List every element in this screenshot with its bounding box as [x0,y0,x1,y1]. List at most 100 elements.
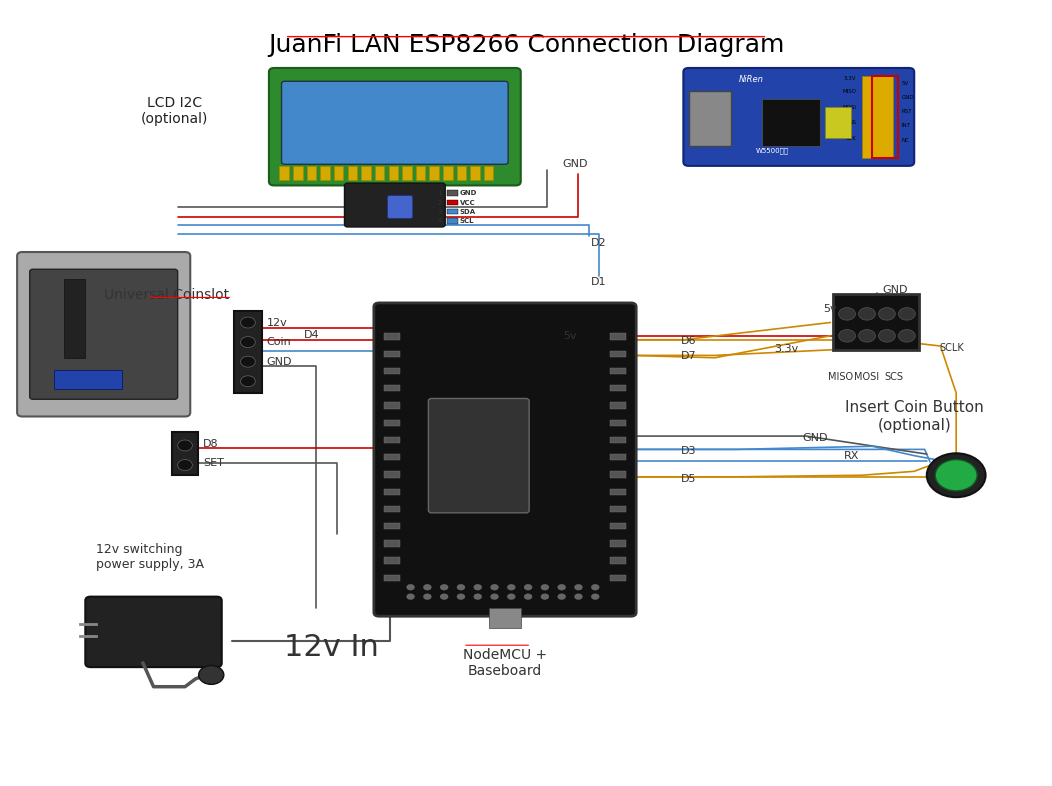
Circle shape [574,593,583,600]
Text: WiFi: WiFi [463,474,484,484]
Text: 3.3v: 3.3v [774,344,798,354]
Bar [610,368,626,374]
Bar [54,369,122,389]
Bar [689,91,730,146]
Bar [489,608,521,628]
Bar [610,472,626,478]
Circle shape [241,317,256,328]
Bar [384,368,400,374]
Bar [384,351,400,357]
Bar [307,166,317,180]
Circle shape [490,584,499,590]
Bar [610,402,626,409]
Circle shape [241,336,256,347]
Circle shape [558,593,566,600]
Circle shape [898,329,915,342]
Text: W5500模块: W5500模块 [756,148,789,154]
Bar [388,166,398,180]
Circle shape [178,460,193,471]
Bar [173,432,198,476]
Bar [610,489,626,495]
Circle shape [591,593,600,600]
Bar [384,333,400,340]
Text: 12v In: 12v In [284,633,380,662]
Circle shape [898,307,915,320]
Circle shape [524,584,532,590]
Circle shape [241,376,256,387]
Bar [443,166,452,180]
Text: 4: 4 [438,219,442,225]
Circle shape [440,593,448,600]
Bar [347,166,357,180]
Text: NiRen: NiRen [740,75,764,84]
Circle shape [490,593,499,600]
Text: 12v switching
power supply, 3A: 12v switching power supply, 3A [96,543,204,571]
Circle shape [473,593,482,600]
FancyBboxPatch shape [344,183,445,227]
FancyBboxPatch shape [17,252,190,417]
FancyBboxPatch shape [85,597,222,667]
Circle shape [507,593,515,600]
Bar [384,472,400,478]
Circle shape [457,593,465,600]
Text: GND: GND [563,159,588,168]
Circle shape [406,593,414,600]
Circle shape [878,329,895,342]
Bar [610,420,626,426]
Bar [610,575,626,581]
Text: MOSI: MOSI [854,372,879,382]
Circle shape [574,584,583,590]
Circle shape [423,584,431,590]
Circle shape [858,307,875,320]
FancyBboxPatch shape [862,75,893,158]
Text: VCC: VCC [460,200,476,206]
Bar [447,209,458,215]
Text: NodeMCU +
Baseboard: NodeMCU + Baseboard [463,648,547,678]
Bar [384,557,400,564]
Text: SCK: SCK [846,136,856,141]
Bar [762,99,820,146]
Text: SCS: SCS [885,372,904,382]
FancyBboxPatch shape [29,270,178,399]
Circle shape [878,307,895,320]
Text: GND: GND [902,95,914,101]
Text: SDA: SDA [460,209,476,215]
Bar [447,219,458,224]
Bar [375,166,384,180]
Text: NC: NC [902,138,910,142]
Bar [384,437,400,443]
Circle shape [507,584,515,590]
FancyBboxPatch shape [428,399,529,512]
Text: 2: 2 [438,200,442,206]
Bar [321,166,329,180]
Text: D5: D5 [682,474,696,484]
Circle shape [591,584,600,590]
Bar [333,166,343,180]
Text: D7: D7 [682,351,696,362]
Bar [384,540,400,546]
Bar [361,166,370,180]
Text: D6: D6 [682,336,696,346]
Text: GND: GND [460,190,478,196]
Text: SCL: SCL [460,219,474,225]
Circle shape [935,460,977,491]
Bar [294,166,303,180]
Circle shape [473,584,482,590]
Circle shape [541,584,549,590]
Bar [384,454,400,461]
Bar [235,310,262,393]
Text: RX: RX [844,450,859,461]
Bar [447,190,458,196]
Text: D2: D2 [591,238,607,248]
Bar [610,540,626,546]
FancyBboxPatch shape [684,68,914,166]
Text: MOSI: MOSI [843,105,856,109]
Bar [64,280,85,358]
Bar [280,166,289,180]
Circle shape [558,584,566,590]
Bar [470,166,480,180]
Bar [384,402,400,409]
Circle shape [927,454,986,498]
Bar [610,523,626,529]
Text: 1: 1 [438,190,442,196]
